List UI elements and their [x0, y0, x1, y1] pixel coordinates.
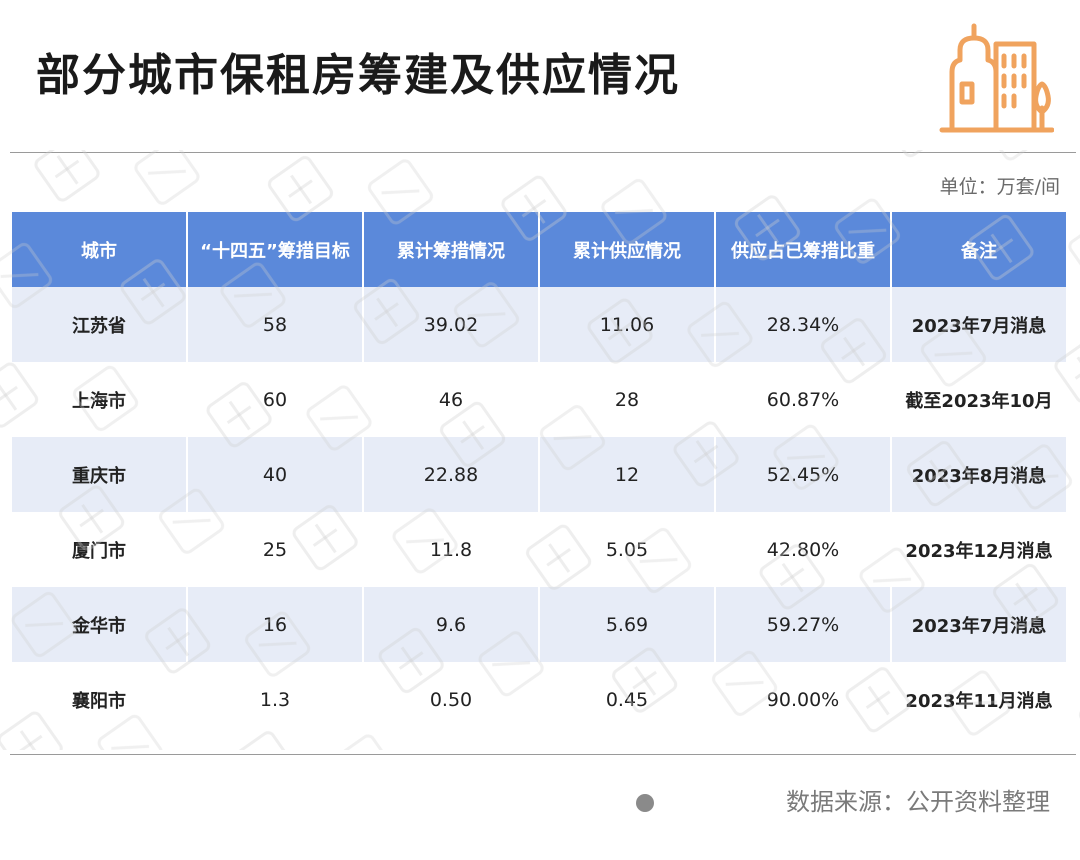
header-cumulative-raised: 累计筹措情况	[363, 212, 540, 287]
cell-city: 重庆市	[12, 437, 188, 512]
cell-note: 2023年7月消息	[891, 287, 1066, 362]
cell-note: 截至2023年10月	[891, 362, 1066, 437]
cell-cumulative-raised: 46	[363, 362, 540, 437]
cell-city: 江苏省	[12, 287, 188, 362]
cell-cumulative-supply: 0.45	[539, 662, 716, 737]
table-row: 江苏省 58 39.02 11.06 28.34% 2023年7月消息	[12, 287, 1066, 362]
cell-supply-ratio: 59.27%	[715, 587, 892, 662]
cell-cumulative-supply: 28	[539, 362, 716, 437]
source-note: 数据来源：公开资料整理	[786, 788, 1050, 816]
cell-supply-ratio: 42.80%	[715, 512, 892, 587]
bottom-divider	[10, 754, 1076, 755]
housing-table: 城市 “十四五”筹措目标 累计筹措情况 累计供应情况 供应占已筹措比重 备注 江…	[12, 212, 1066, 737]
header-target: “十四五”筹措目标	[187, 212, 364, 287]
table-row: 上海市 60 46 28 60.87% 截至2023年10月	[12, 362, 1066, 437]
cell-supply-ratio: 90.00%	[715, 662, 892, 737]
top-divider	[10, 152, 1076, 153]
unit-label: 单位：万套/间	[939, 176, 1060, 198]
cell-note: 2023年8月消息	[891, 437, 1066, 512]
cell-cumulative-supply: 12	[539, 437, 716, 512]
cell-city: 金华市	[12, 587, 188, 662]
cell-target: 60	[187, 362, 364, 437]
cell-supply-ratio: 28.34%	[715, 287, 892, 362]
cell-cumulative-supply: 5.69	[539, 587, 716, 662]
data-table-container: 城市 “十四五”筹措目标 累计筹措情况 累计供应情况 供应占已筹措比重 备注 江…	[12, 212, 1066, 737]
cell-cumulative-raised: 39.02	[363, 287, 540, 362]
cell-city: 厦门市	[12, 512, 188, 587]
cell-note: 2023年12月消息	[891, 512, 1066, 587]
cell-cumulative-raised: 9.6	[363, 587, 540, 662]
cell-cumulative-raised: 0.50	[363, 662, 540, 737]
cell-city: 上海市	[12, 362, 188, 437]
cell-target: 25	[187, 512, 364, 587]
cell-supply-ratio: 60.87%	[715, 362, 892, 437]
table-row: 金华市 16 9.6 5.69 59.27% 2023年7月消息	[12, 587, 1066, 662]
table-row: 重庆市 40 22.88 12 52.45% 2023年8月消息	[12, 437, 1066, 512]
cell-target: 40	[187, 437, 364, 512]
cell-cumulative-raised: 11.8	[363, 512, 540, 587]
table-header-row: 城市 “十四五”筹措目标 累计筹措情况 累计供应情况 供应占已筹措比重 备注	[12, 212, 1066, 287]
page-title: 部分城市保租房筹建及供应情况	[36, 50, 680, 101]
header-note: 备注	[891, 212, 1066, 287]
cell-target: 58	[187, 287, 364, 362]
cell-cumulative-supply: 5.05	[539, 512, 716, 587]
header-supply-ratio: 供应占已筹措比重	[715, 212, 892, 287]
cell-supply-ratio: 52.45%	[715, 437, 892, 512]
table-row: 厦门市 25 11.8 5.05 42.80% 2023年12月消息	[12, 512, 1066, 587]
dot-icon	[636, 794, 654, 812]
cell-note: 2023年11月消息	[891, 662, 1066, 737]
header-city: 城市	[12, 212, 188, 287]
table-row: 襄阳市 1.3 0.50 0.45 90.00% 2023年11月消息	[12, 662, 1066, 737]
cell-target: 16	[187, 587, 364, 662]
building-icon	[939, 23, 1054, 133]
cell-cumulative-supply: 11.06	[539, 287, 716, 362]
cell-cumulative-raised: 22.88	[363, 437, 540, 512]
cell-city: 襄阳市	[12, 662, 188, 737]
cell-target: 1.3	[187, 662, 364, 737]
cell-note: 2023年7月消息	[891, 587, 1066, 662]
header-cumulative-supply: 累计供应情况	[539, 212, 716, 287]
